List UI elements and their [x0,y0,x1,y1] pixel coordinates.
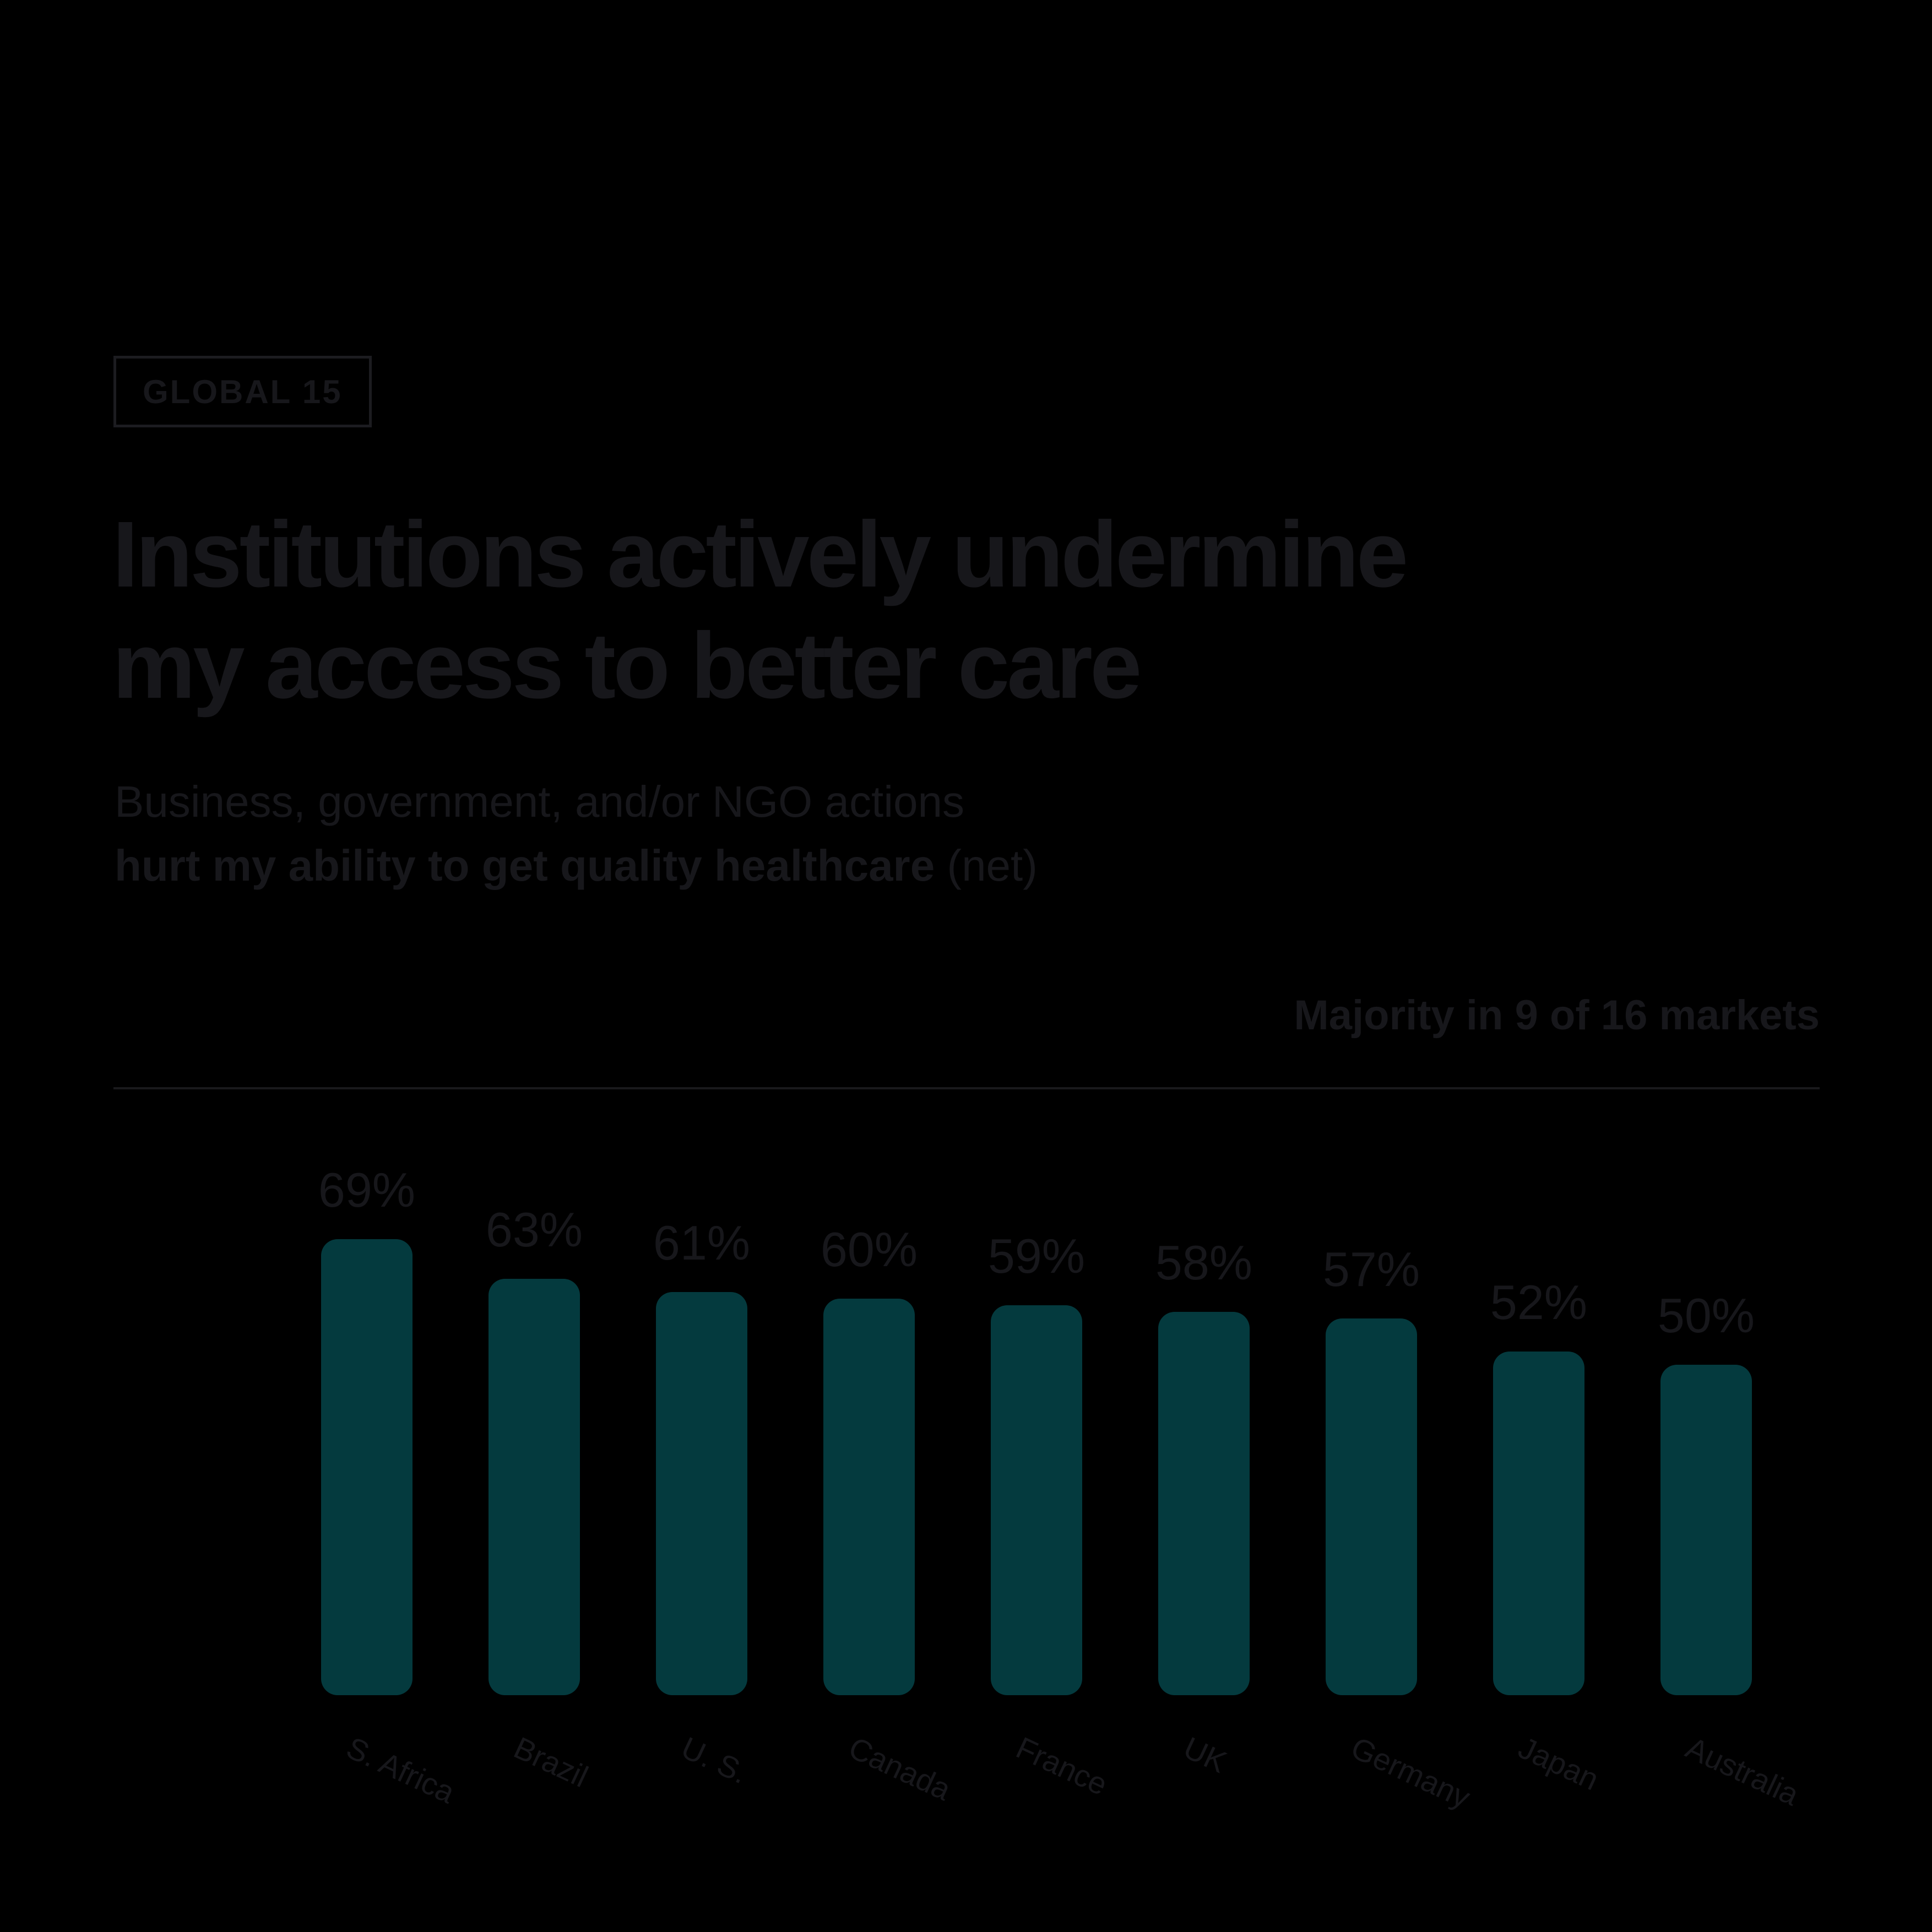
bar-value-label: 50% [1657,1288,1755,1343]
bar [1326,1318,1417,1695]
global-15-badge: GLOBAL 15 [113,356,372,427]
bar-value-label: 52% [1490,1275,1588,1329]
majority-annotation: Majority in 9 of 16 markets [1294,992,1820,1039]
bar [1158,1312,1250,1695]
bar-category-label: U. S. [676,1730,753,1790]
bar-category-label: Brazil [508,1730,594,1794]
page-subtitle: Business, government, and/or NGO actions… [115,770,1038,898]
bar [1660,1365,1752,1695]
bar-category-label: Australia [1680,1730,1804,1812]
bar [823,1299,915,1695]
subtitle-line1: Business, government, and/or NGO actions [115,777,964,826]
page-title: Institutions actively undermine my access… [112,499,1408,721]
subtitle-bold-segment: hurt my ability to get quality healthcar… [115,841,935,890]
bar [1493,1352,1584,1695]
bar-category-label: S. Africa [341,1730,460,1810]
bar-category-label: France [1011,1730,1113,1802]
bar [321,1239,413,1695]
bar [656,1292,747,1695]
bar-value-label: 58% [1155,1235,1253,1290]
bar-category-label: Germany [1345,1730,1476,1815]
global-15-badge-label: GLOBAL 15 [143,373,343,410]
bar-category-label: Canada [843,1730,957,1808]
bar-category-label: Japan [1513,1730,1604,1797]
bar [489,1279,580,1695]
page-title-line2: my access to better care [112,614,1142,718]
bar [991,1305,1082,1695]
subtitle-net-suffix: (net) [947,841,1038,890]
bar-value-label: 69% [318,1163,416,1217]
bar-value-label: 61% [653,1215,751,1270]
bar-value-label: 63% [485,1202,583,1257]
bar-value-label: 59% [987,1229,1086,1283]
page-title-line1: Institutions actively undermine [112,502,1408,607]
divider-line [113,1087,1820,1089]
bar-value-label: 57% [1322,1242,1420,1296]
bar-value-label: 60% [820,1222,918,1277]
bar-category-label: UK [1178,1730,1232,1780]
